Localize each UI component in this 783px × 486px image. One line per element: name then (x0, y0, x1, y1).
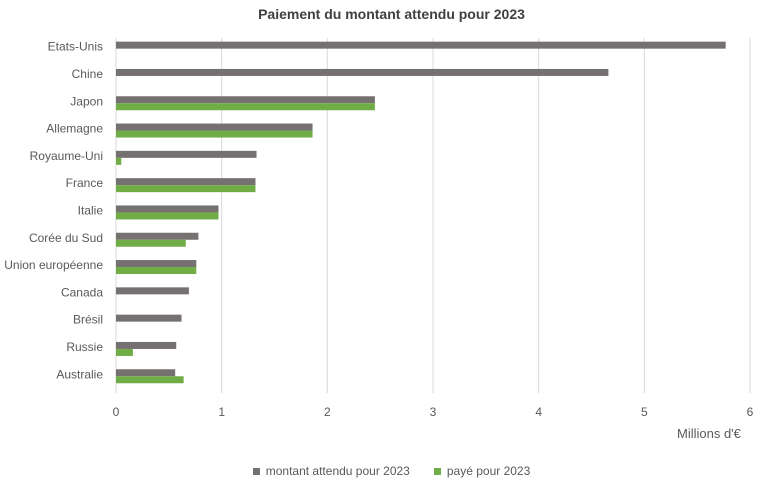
x-tick-label: 1 (218, 405, 225, 419)
bar-expected (116, 369, 176, 377)
bar-expected (116, 341, 177, 349)
chart-title: Paiement du montant attendu pour 2023 (258, 6, 525, 22)
category-label: Chine (72, 67, 104, 81)
legend-label-paid: payé pour 2023 (446, 464, 531, 478)
legend-swatch-expected (252, 467, 260, 475)
category-label: Italie (78, 203, 104, 217)
bar-paid (116, 103, 375, 111)
category-label: Corée du Sud (29, 231, 103, 245)
x-tick-label: 5 (641, 405, 648, 419)
category-label: Royaume-Uni (30, 149, 103, 163)
category-label: France (66, 176, 104, 190)
bar-paid (116, 212, 219, 220)
legend-item-expected: montant attendu pour 2023 (252, 464, 410, 478)
bar-paid (116, 376, 184, 384)
category-label: Allemagne (46, 122, 103, 136)
category-label: Union européenne (4, 258, 103, 272)
category-label: Etats-Unis (48, 40, 103, 54)
legend: montant attendu pour 2023 payé pour 2023 (0, 464, 783, 478)
x-tick-label: 3 (430, 405, 437, 419)
bar-expected (116, 123, 313, 131)
x-tick-label: 4 (535, 405, 542, 419)
bar-expected (116, 68, 609, 76)
bar-paid (116, 348, 133, 356)
bar-paid (116, 239, 186, 247)
category-label: Russie (66, 340, 103, 354)
x-tick-label: 2 (324, 405, 331, 419)
bar-expected (116, 178, 256, 186)
legend-swatch-paid (433, 467, 441, 475)
bar-expected (116, 205, 219, 213)
bar-expected (116, 41, 726, 49)
category-label: Brésil (73, 313, 103, 327)
bar-paid (116, 185, 256, 193)
x-tick-label: 0 (113, 405, 120, 419)
bar-expected (116, 287, 189, 295)
bar-paid (116, 157, 122, 165)
bar-paid (116, 267, 197, 275)
bar-expected (116, 150, 257, 158)
bar-expected (116, 260, 197, 268)
category-label: Australie (56, 367, 103, 381)
bar-expected (116, 232, 199, 240)
bar-expected (116, 314, 182, 322)
bar-expected (116, 96, 375, 104)
legend-item-paid: payé pour 2023 (433, 464, 531, 478)
bar-paid (116, 130, 313, 138)
category-label: Canada (61, 285, 103, 299)
legend-label-expected: montant attendu pour 2023 (265, 464, 410, 478)
x-axis-unit-label: Millions d'€ (677, 426, 741, 441)
x-tick-label: 6 (747, 405, 754, 419)
category-label: Japon (70, 94, 103, 108)
